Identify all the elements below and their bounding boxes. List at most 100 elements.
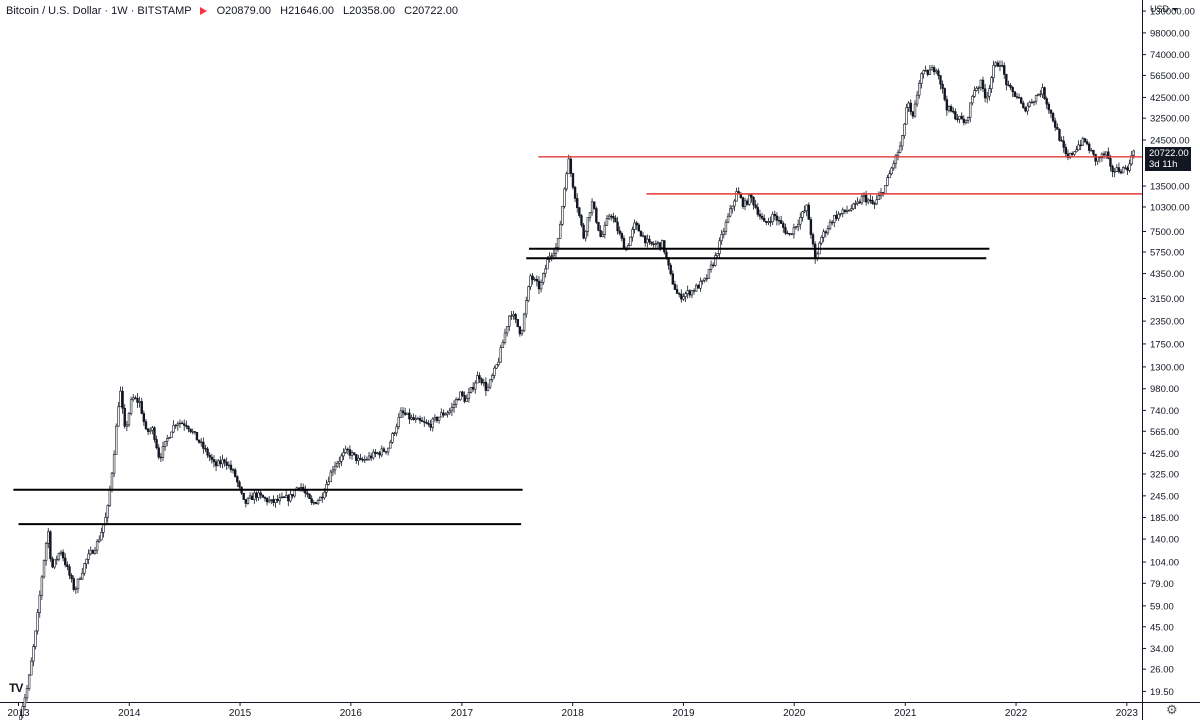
candle <box>820 235 823 246</box>
candle <box>673 280 677 290</box>
candle <box>1034 94 1038 105</box>
candle <box>884 185 887 195</box>
candle <box>170 431 173 438</box>
candle <box>450 402 454 417</box>
candle <box>669 262 672 276</box>
y-tick-label: 140.00 <box>1150 535 1179 546</box>
candle <box>136 393 139 408</box>
candle <box>582 222 585 240</box>
candle <box>890 166 893 176</box>
candle <box>488 378 492 390</box>
candle <box>501 339 505 348</box>
candle <box>529 273 532 291</box>
y-tick-label: 104.00 <box>1150 558 1179 569</box>
candle <box>918 79 921 99</box>
candle <box>986 91 989 104</box>
candle <box>64 553 67 568</box>
candle <box>612 212 615 223</box>
candle <box>788 233 791 237</box>
candle <box>956 114 959 123</box>
candle <box>1020 96 1023 105</box>
candle <box>406 412 409 416</box>
candle <box>909 99 912 115</box>
horizontal-levels <box>13 156 1142 526</box>
close-label: C <box>404 5 413 17</box>
candle <box>30 657 33 676</box>
candle <box>542 272 545 285</box>
candle <box>367 451 371 461</box>
candle <box>928 65 932 75</box>
candle <box>588 211 592 222</box>
candle <box>786 230 789 235</box>
candle <box>151 425 154 435</box>
flag-icon[interactable] <box>199 7 207 15</box>
candle <box>395 423 398 437</box>
candle <box>633 219 636 234</box>
candle <box>533 277 536 282</box>
candle <box>1079 139 1082 151</box>
candle <box>709 260 713 273</box>
candle <box>55 555 58 565</box>
candle <box>265 497 269 506</box>
y-tick-label: 24500.00 <box>1150 136 1190 147</box>
candle <box>284 490 288 498</box>
candle <box>416 416 420 420</box>
candle <box>1081 136 1085 147</box>
candle <box>174 424 177 429</box>
candle <box>576 193 579 213</box>
candle <box>877 191 881 201</box>
bar-countdown: 3d 11h <box>1149 158 1178 170</box>
candle <box>346 447 349 455</box>
candle <box>1066 149 1070 161</box>
candle <box>221 454 224 469</box>
candle <box>401 406 405 418</box>
y-tick-label: 1750.00 <box>1150 339 1184 350</box>
candle <box>89 546 92 556</box>
gear-icon[interactable]: ⚙ <box>1166 702 1178 717</box>
candle <box>550 252 553 262</box>
candle <box>860 193 864 206</box>
candle <box>333 461 337 475</box>
candle <box>973 86 976 98</box>
symbol-title[interactable]: Bitcoin / U.S. Dollar · 1W · BITSTAMP <box>6 5 192 17</box>
candle <box>505 326 509 337</box>
currency-selector[interactable]: USD <box>1150 4 1178 14</box>
candle <box>580 214 583 228</box>
candle <box>841 207 844 218</box>
candle <box>34 630 37 650</box>
candle <box>98 535 101 543</box>
tradingview-logo[interactable]: TV <box>9 681 23 695</box>
candle <box>682 293 685 302</box>
candle <box>482 378 485 387</box>
candle <box>962 115 966 126</box>
candle <box>293 489 296 498</box>
candle <box>448 407 451 416</box>
candle <box>599 225 602 238</box>
candle <box>348 445 352 459</box>
candle <box>699 277 702 292</box>
candle <box>1037 93 1040 97</box>
candle <box>1015 92 1019 100</box>
candle <box>960 112 963 120</box>
candle <box>495 364 498 370</box>
candle <box>924 65 927 72</box>
y-tick-label: 185.00 <box>1150 513 1179 524</box>
candle <box>478 372 481 383</box>
candle <box>115 423 118 455</box>
candle <box>187 425 190 433</box>
high-value: 21646.00 <box>288 5 334 17</box>
candle <box>132 393 135 402</box>
candle <box>939 75 942 90</box>
candle <box>420 416 424 422</box>
candle <box>675 284 679 294</box>
last-price-value: 20722.00 <box>1149 147 1189 159</box>
candle <box>1087 142 1091 154</box>
candle <box>943 87 946 102</box>
candle <box>639 230 643 237</box>
x-tick-label: 2016 <box>340 708 363 719</box>
candle <box>964 119 968 125</box>
candle <box>954 108 957 121</box>
candle <box>864 190 868 206</box>
candle <box>329 469 332 483</box>
